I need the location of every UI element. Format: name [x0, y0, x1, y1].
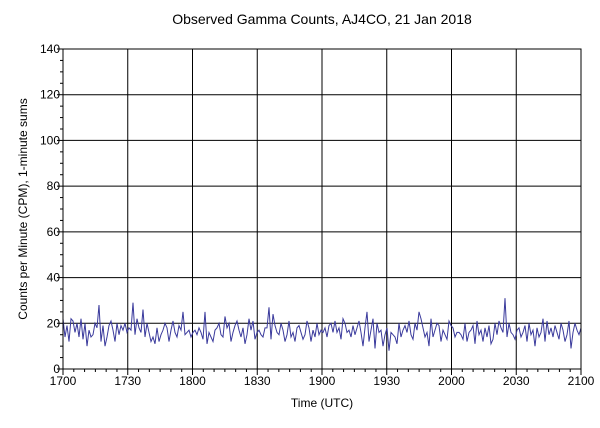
y-tick-label: 60: [47, 225, 61, 239]
y-tick-label: 120: [40, 88, 60, 102]
y-axis-label: Counts per Minute (CPM), 1-minute sums: [16, 98, 30, 319]
x-axis-label: Time (UTC): [291, 396, 353, 410]
y-tick-label: 100: [40, 133, 60, 147]
y-tick-label: 0: [53, 362, 60, 376]
series-line: [62, 298, 582, 351]
x-tick-label: 1830: [244, 374, 271, 388]
x-tick-label: 1730: [114, 374, 141, 388]
x-axis: 1700 1730 1800 1830 1900 1930 2000 2030 2100: [50, 369, 595, 388]
y-tick-label: 140: [40, 42, 60, 56]
y-tick-label: 20: [47, 316, 61, 330]
x-tick-label: 2000: [438, 374, 465, 388]
x-tick-label: 1800: [179, 374, 206, 388]
y-tick-label: 40: [47, 271, 61, 285]
series-group: [62, 298, 582, 351]
y-tick-label: 80: [47, 179, 61, 193]
x-tick-label: 1930: [373, 374, 400, 388]
x-tick-label: 2100: [568, 374, 595, 388]
y-axis: 0 20 40 60 80 100 120 140: [40, 42, 63, 376]
x-tick-label: 2030: [503, 374, 530, 388]
x-tick-label: 1900: [309, 374, 336, 388]
x-tick-label: 1700: [50, 374, 77, 388]
chart-title: Observed Gamma Counts, AJ4CO, 21 Jan 201…: [172, 11, 472, 27]
